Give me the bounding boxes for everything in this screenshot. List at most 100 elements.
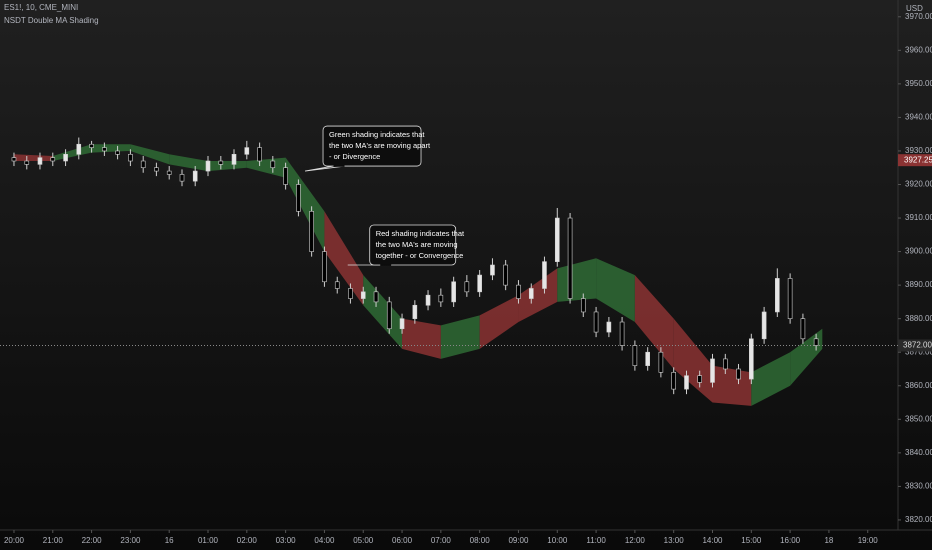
candle-body [128, 154, 133, 162]
y-tick-label: 3970.00 [905, 12, 932, 21]
candle-body [205, 160, 211, 172]
candle-body [761, 311, 767, 340]
x-tick-label: 13:00 [664, 536, 685, 545]
candle-body [567, 217, 573, 299]
candle-body [554, 217, 560, 262]
candle-body [749, 338, 754, 380]
y-tick-label: 3910.00 [905, 213, 932, 222]
ma-shading [479, 295, 519, 349]
y-tick-label: 3930.00 [905, 146, 932, 155]
ma-shading [169, 154, 209, 172]
chart-title: ES1!, 10, CME_MINI [4, 3, 78, 12]
candle-body [24, 160, 30, 165]
candle-body [76, 143, 82, 155]
y-tick-label: 3850.00 [905, 414, 932, 423]
candle-body [244, 147, 250, 155]
candle-body [412, 304, 418, 319]
candle-body [399, 318, 405, 330]
ma-shading [751, 352, 791, 406]
candle-body [348, 288, 353, 299]
callout-text: together - or Convergence [376, 251, 464, 260]
x-tick-label: 21:00 [43, 536, 64, 545]
ma-shading [596, 258, 635, 323]
callout-text: the two MA's are moving apart [329, 141, 431, 150]
candle-body [464, 281, 470, 293]
indicator-name: NSDT Double MA Shading [4, 16, 99, 25]
ma-shading [208, 161, 247, 172]
candle-body [257, 147, 262, 162]
y-tick-label: 3940.00 [905, 113, 932, 122]
candle-body [386, 301, 392, 330]
x-tick-label: 04:00 [314, 536, 335, 545]
callout-text: Red shading indicates that [376, 229, 465, 238]
x-tick-label: 20:00 [4, 536, 25, 545]
candle-body [736, 368, 741, 380]
candle-body [542, 261, 547, 289]
candle-body [503, 264, 508, 286]
ma-shading [52, 144, 92, 162]
candle-body [334, 281, 340, 289]
candle-body [813, 338, 819, 346]
y-tick-label: 3830.00 [905, 482, 932, 491]
candle-body [63, 154, 68, 162]
y-tick-label: 3950.00 [905, 79, 932, 88]
x-tick-label: 16 [165, 536, 174, 545]
last-price-label: 3927.25 [904, 155, 932, 164]
candle-body [89, 143, 94, 148]
x-tick-label: 14:00 [702, 536, 723, 545]
x-tick-label: 11:00 [586, 536, 606, 545]
candle-body [580, 298, 586, 313]
candle-body [632, 345, 638, 366]
callout-box [369, 224, 457, 266]
y-tick-label: 3860.00 [905, 381, 932, 390]
x-tick-label: 06:00 [392, 536, 413, 545]
candle-body [218, 160, 224, 165]
x-tick-label: 05:00 [353, 536, 374, 545]
candle-body [516, 284, 521, 299]
candle-body [192, 170, 198, 182]
ma-shading [440, 315, 480, 359]
candle-body [619, 321, 625, 346]
candle-body [270, 160, 276, 169]
y-tick-label: 3920.00 [905, 180, 932, 189]
crosshair-price-box [898, 339, 932, 352]
callout-text: the two MA's are moving [376, 240, 458, 249]
candle-body [787, 278, 793, 319]
y-tick-label: 3880.00 [905, 314, 932, 323]
x-tick-label: 19:00 [858, 536, 879, 545]
candle-body [283, 167, 288, 185]
ma-shading [324, 211, 364, 306]
candle-body [140, 160, 146, 169]
ma-shading [673, 318, 713, 403]
candle-body [710, 358, 715, 383]
ma-shading [13, 154, 53, 162]
candle-body [775, 278, 780, 313]
candle-body [800, 318, 806, 340]
y-tick-label: 3820.00 [905, 515, 932, 524]
crosshair-price-label: 3872.00 [903, 341, 932, 350]
candle-body [451, 281, 456, 303]
candle-body [166, 170, 172, 175]
x-tick-label: 16:00 [780, 536, 801, 545]
ma-shading [557, 258, 597, 302]
x-tick-label: 03:00 [276, 536, 297, 545]
candle-body [50, 157, 56, 162]
candle-body [296, 184, 301, 212]
candle-body [373, 291, 379, 303]
x-tick-label: 18 [824, 536, 833, 545]
candle-body [490, 264, 495, 276]
ma-shading [518, 268, 558, 323]
candle-body [179, 174, 185, 182]
y-tick-label: 3960.00 [905, 45, 932, 54]
candle-body [593, 311, 599, 333]
y-tick-label: 3870.00 [905, 347, 932, 356]
x-tick-label: 10:00 [547, 536, 568, 545]
x-tick-label: 02:00 [237, 536, 258, 545]
ma-shading [91, 144, 131, 153]
candle-body [11, 157, 17, 162]
ma-shading [130, 144, 170, 165]
candle-body [477, 274, 482, 293]
currency: USD [906, 4, 923, 13]
candle-body [37, 157, 43, 165]
